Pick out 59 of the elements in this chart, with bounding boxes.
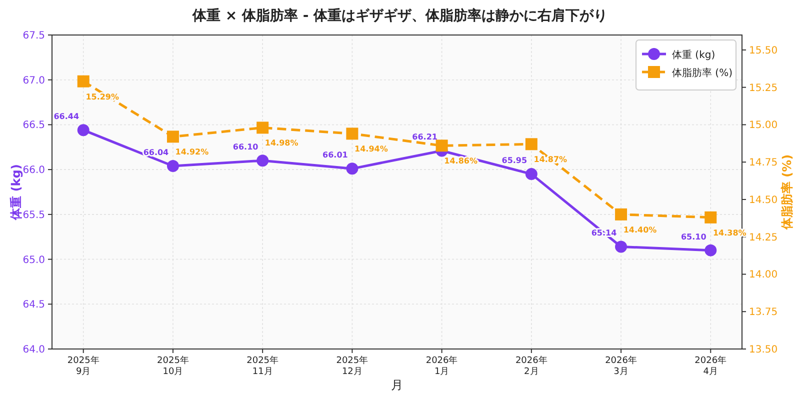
point [256,122,269,134]
x-tick-label: 2026年 2月 [515,355,548,377]
y-axis-title: 体重 (kg) [9,164,23,221]
data-label: 65.10 [680,232,707,242]
data-label: 66.01 [322,150,348,160]
y2-tick-label: 15.50 [749,45,778,56]
y-tick-label: 66.0 [22,165,45,176]
x-tick-label: 2025年 9月 [67,355,100,377]
y2-tick-label: 13.50 [749,344,778,356]
data-label: 66.04 [143,148,170,157]
point [256,154,269,167]
point [704,211,717,224]
x-tick-label: 2025年 10月 [157,355,189,377]
y-tick-label: 65.5 [22,210,45,221]
y-tick-label: 65.0 [22,254,45,266]
y2-tick-label: 14.75 [749,158,778,169]
data-label: 66.21 [412,132,438,142]
point [77,124,90,136]
point [525,138,538,150]
data-label: 65.95 [502,156,528,166]
point [77,75,90,88]
legend-label: 体脂肪率 (%) [672,67,733,79]
data-label: 14.98% [264,138,298,148]
x-tick-label: 2025年 12月 [336,355,368,377]
y-tick-label: 64.5 [22,300,45,311]
point [166,130,179,143]
y-tick-label: 67.0 [22,75,45,86]
data-label: 14.94% [354,144,388,154]
legend-label: 体重 (kg) [672,49,716,61]
y2-tick-label: 15.00 [749,120,778,132]
x-tick-label: 2025年 11月 [246,355,279,377]
data-label: 14.40% [623,225,657,234]
point [704,244,717,256]
point [166,160,179,172]
x-axis-title: 月 [391,378,403,392]
y2-tick-label: 14.50 [749,194,778,206]
y2-tick-label: 14.25 [749,232,778,244]
point [525,168,538,180]
y-tick-label: 66.5 [22,120,45,132]
data-label: 14.86% [444,156,478,166]
y-tick-label: 67.5 [22,30,45,42]
point [346,162,358,175]
y2-tick-label: 14.00 [749,270,778,281]
y2-axis-title: 体脂肪率 (%) [780,154,794,231]
point [615,208,628,220]
y2-tick-label: 15.25 [749,82,778,94]
y2-tick-label: 13.75 [749,307,778,318]
x-tick-label: 2026年 4月 [694,355,727,377]
data-label: 66.44 [54,112,80,122]
y-tick-label: 64.0 [22,344,45,356]
data-label: 66.10 [232,142,259,152]
x-tick-label: 2026年 1月 [426,355,458,377]
chart-title: 体重 × 体脂肪率 - 体重はギザギザ、体脂肪率は静かに右肩下がり [191,7,608,24]
point [615,240,628,253]
point [436,140,448,152]
x-tick-label: 2026年 3月 [605,355,637,377]
data-label: 14.87% [534,155,568,164]
data-label: 14.92% [175,148,209,157]
point [346,128,358,140]
